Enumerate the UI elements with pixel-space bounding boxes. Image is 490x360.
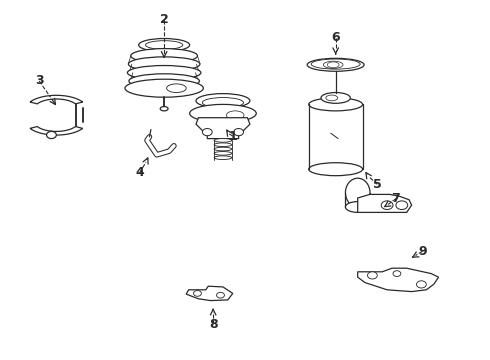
Polygon shape [358,268,439,292]
Polygon shape [196,118,250,139]
Ellipse shape [129,74,199,88]
Ellipse shape [214,152,232,155]
Ellipse shape [47,131,56,139]
Polygon shape [186,286,233,301]
Text: 5: 5 [373,178,382,191]
Ellipse shape [381,201,393,210]
Text: 2: 2 [160,13,169,26]
Ellipse shape [217,292,224,298]
Ellipse shape [393,271,401,276]
Ellipse shape [309,98,363,111]
Ellipse shape [321,93,350,103]
Ellipse shape [309,163,363,176]
Polygon shape [358,194,412,212]
Text: 1: 1 [228,130,237,143]
Ellipse shape [307,58,364,71]
Ellipse shape [416,281,426,288]
Ellipse shape [125,79,203,97]
Ellipse shape [214,156,232,159]
Text: 8: 8 [209,318,218,330]
Ellipse shape [146,41,183,49]
Ellipse shape [311,59,360,69]
Ellipse shape [368,272,377,279]
Ellipse shape [139,39,190,51]
Polygon shape [30,95,83,104]
Text: 9: 9 [418,245,427,258]
Text: 4: 4 [135,166,144,179]
Ellipse shape [214,147,232,151]
Ellipse shape [160,107,168,111]
Ellipse shape [226,111,244,120]
Ellipse shape [131,49,197,63]
Ellipse shape [345,178,370,207]
Ellipse shape [167,84,186,93]
Text: 7: 7 [392,192,400,205]
Ellipse shape [127,66,201,80]
Ellipse shape [396,201,408,210]
Ellipse shape [234,129,244,136]
Ellipse shape [202,98,244,108]
Ellipse shape [214,139,232,142]
Text: 3: 3 [35,75,44,87]
Ellipse shape [194,291,201,296]
Ellipse shape [202,129,212,136]
Ellipse shape [196,94,250,108]
Ellipse shape [128,57,200,71]
Ellipse shape [214,143,232,147]
Polygon shape [30,126,83,135]
Ellipse shape [190,104,256,122]
Text: 6: 6 [331,31,340,44]
Ellipse shape [345,202,370,212]
